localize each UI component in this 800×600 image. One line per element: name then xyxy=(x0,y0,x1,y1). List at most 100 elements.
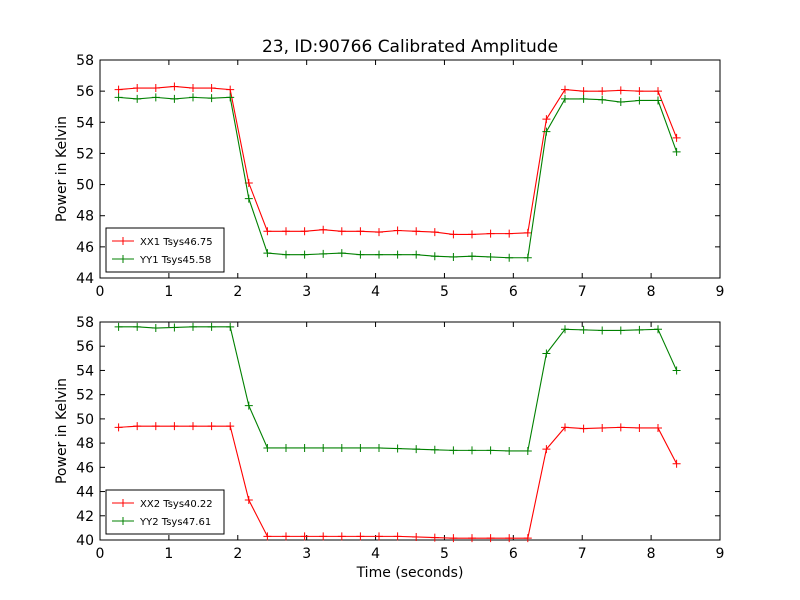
data-point-marker xyxy=(561,423,569,432)
chart-title: 23, ID:90766 Calibrated Amplitude xyxy=(262,37,558,57)
data-point-marker xyxy=(263,443,272,452)
data-point-marker xyxy=(449,446,458,455)
data-point-marker xyxy=(505,446,514,455)
data-point-marker xyxy=(170,422,179,431)
data-point-marker xyxy=(375,228,383,237)
data-point-marker xyxy=(579,424,588,433)
x-tick-label: 6 xyxy=(509,284,518,300)
data-point-marker xyxy=(337,227,346,236)
data-point-marker xyxy=(654,87,662,96)
x-tick-label: 8 xyxy=(647,546,656,562)
legend-entry-label: XX1 Tsys46.75 xyxy=(140,237,213,248)
data-point-marker xyxy=(505,534,514,543)
data-point-marker xyxy=(523,446,532,455)
data-point-marker xyxy=(616,326,625,335)
data-point-marker xyxy=(393,226,402,235)
data-point-marker xyxy=(393,250,402,259)
y-tick-label: 56 xyxy=(76,84,94,100)
y-axis-label: Power in Kelvin xyxy=(54,378,70,484)
data-point-marker xyxy=(189,322,197,331)
data-point-marker xyxy=(282,227,290,236)
data-point-marker xyxy=(468,252,476,261)
data-point-marker xyxy=(672,366,681,375)
data-point-marker xyxy=(226,85,235,94)
data-point-marker xyxy=(244,401,253,410)
x-tick-label: 3 xyxy=(302,546,311,562)
data-point-marker xyxy=(598,326,607,335)
y-tick-label: 52 xyxy=(76,388,94,404)
data-point-marker xyxy=(561,325,569,334)
data-point-marker xyxy=(654,325,662,334)
y-tick-label: 58 xyxy=(76,315,94,331)
x-axis-label: Time (seconds) xyxy=(356,565,464,581)
data-point-marker xyxy=(263,249,272,258)
data-point-marker xyxy=(412,250,421,259)
data-point-marker xyxy=(430,445,439,454)
data-point-marker xyxy=(319,249,328,258)
data-point-marker xyxy=(468,446,476,455)
y-tick-label: 50 xyxy=(76,178,94,194)
data-point-marker xyxy=(579,87,588,96)
x-tick-label: 9 xyxy=(716,284,725,300)
data-point-marker xyxy=(170,94,179,103)
data-point-marker xyxy=(114,93,123,102)
data-point-marker xyxy=(561,94,569,103)
data-point-marker xyxy=(672,459,681,468)
data-point-marker xyxy=(486,534,495,543)
x-tick-label: 4 xyxy=(371,284,380,300)
y-tick-label: 52 xyxy=(76,146,94,162)
data-point-marker xyxy=(133,322,142,331)
data-point-marker xyxy=(542,127,551,136)
data-point-marker xyxy=(170,82,179,91)
data-point-marker xyxy=(430,228,439,237)
series-2 xyxy=(114,322,681,455)
data-point-marker xyxy=(375,250,383,259)
legend-entry-label: YY2 Tsys47.61 xyxy=(139,517,211,528)
data-point-marker xyxy=(561,85,569,94)
data-point-marker xyxy=(523,228,532,237)
legend: XX1 Tsys46.75 YY1 Tsys45.58 xyxy=(105,227,225,273)
y-tick-label: 44 xyxy=(76,485,94,501)
data-point-marker xyxy=(654,96,662,105)
legend-entry-label: XX2 Tsys40.22 xyxy=(140,499,213,510)
data-point-marker xyxy=(189,93,197,102)
data-point-marker xyxy=(505,253,514,262)
data-point-marker xyxy=(654,423,662,432)
data-point-marker xyxy=(300,250,309,259)
x-tick-label: 1 xyxy=(164,284,173,300)
data-point-marker xyxy=(449,252,458,261)
data-point-marker xyxy=(616,86,625,95)
data-point-marker xyxy=(133,84,142,93)
y-tick-label: 50 xyxy=(76,412,94,428)
data-point-marker xyxy=(616,98,625,107)
data-point-marker xyxy=(356,250,365,259)
data-point-marker xyxy=(672,147,681,156)
y-tick-label: 48 xyxy=(76,436,94,452)
data-point-marker xyxy=(356,227,365,236)
data-point-marker xyxy=(635,325,644,334)
data-point-marker xyxy=(542,445,551,454)
x-tick-label: 2 xyxy=(233,284,242,300)
x-tick-label: 5 xyxy=(440,546,449,562)
data-point-marker xyxy=(300,227,309,236)
data-point-marker xyxy=(114,322,123,331)
data-point-marker xyxy=(170,323,179,332)
data-point-marker xyxy=(189,84,197,93)
x-tick-label: 8 xyxy=(647,284,656,300)
data-point-marker xyxy=(319,532,328,541)
data-point-marker xyxy=(282,250,290,259)
data-point-marker xyxy=(486,446,495,455)
data-point-marker xyxy=(449,534,458,543)
data-point-marker xyxy=(114,85,123,94)
data-point-marker xyxy=(207,84,216,93)
data-point-marker xyxy=(598,423,607,432)
data-point-marker xyxy=(393,444,402,453)
x-tick-label: 3 xyxy=(302,284,311,300)
data-point-marker xyxy=(542,115,551,124)
data-point-marker xyxy=(263,532,272,541)
data-point-marker xyxy=(505,229,514,238)
data-point-marker xyxy=(449,230,458,239)
data-point-marker xyxy=(523,253,532,262)
data-point-marker xyxy=(486,252,495,261)
